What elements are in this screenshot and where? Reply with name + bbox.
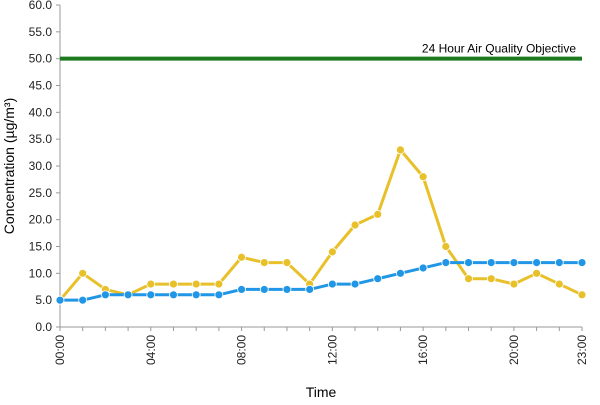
series-2-point	[55, 295, 65, 305]
series-line-1	[58, 148, 584, 302]
series-1-point	[464, 274, 473, 284]
series-1-point	[78, 268, 88, 278]
series-2-point	[305, 285, 315, 294]
y-tick-label: 25.0	[29, 186, 53, 200]
series-1-point	[577, 290, 587, 300]
series-2-point	[464, 258, 473, 268]
series-2-point	[554, 258, 564, 268]
y-tick-label: 45.0	[29, 79, 53, 93]
x-tick-label: 08:00	[235, 335, 249, 365]
series-2-point	[214, 290, 224, 300]
y-axis-title: Concentration (µg/m³)	[1, 98, 17, 234]
x-tick-label: 00:00	[53, 335, 67, 365]
series-2-point	[509, 258, 519, 268]
series-1-point	[237, 252, 246, 262]
objective-label: 24 Hour Air Quality Objective	[422, 42, 576, 56]
y-tick-label: 35.0	[29, 132, 53, 146]
series-2-point	[100, 290, 110, 300]
y-axis: 0.0 5.0 10.0 15.0 20.0 25.0 30.0 35.0 40.0 45.0 50…	[29, 0, 61, 334]
series-2-point	[169, 290, 178, 300]
x-axis: 00:00 04:00 08:00 12:00 16:00 20:00 23:00	[53, 326, 589, 365]
series-2-point	[259, 285, 269, 294]
x-axis-title: Time	[306, 384, 337, 400]
y-tick-label: 60.0	[29, 0, 53, 12]
y-tick-label: 15.0	[29, 240, 53, 254]
series-2-point	[237, 285, 246, 294]
y-tick-label: 5.0	[35, 293, 52, 307]
series-1-point	[373, 209, 383, 219]
series-2-point	[486, 258, 496, 268]
series-1-point	[532, 268, 542, 278]
series-1-point	[191, 279, 201, 289]
series-1-point	[259, 258, 269, 268]
series-2-point	[78, 295, 88, 305]
series-1-point	[396, 145, 405, 155]
series-1-point	[486, 274, 496, 284]
series-2-point	[123, 290, 133, 300]
series-2-point	[191, 290, 201, 300]
series-1-point	[282, 258, 292, 268]
y-tick-label: 30.0	[29, 159, 53, 173]
y-tick-label: 0.0	[35, 320, 52, 334]
series-group	[55, 145, 587, 305]
x-tick-label: 04:00	[144, 335, 158, 365]
y-tick-label: 50.0	[29, 52, 53, 66]
x-tick-label: 23:00	[575, 335, 589, 365]
series-1-point	[350, 220, 360, 230]
series-2-point	[350, 279, 360, 289]
series-1-point	[418, 172, 428, 182]
y-tick-label: 55.0	[29, 25, 53, 39]
series-2-point	[396, 268, 405, 278]
series-1-point	[441, 242, 451, 251]
series-1-point	[214, 279, 224, 289]
series-2-point	[373, 274, 383, 284]
series-2-point	[418, 263, 428, 273]
x-tick-label: 20:00	[507, 335, 521, 365]
series-1-point	[146, 279, 156, 289]
series-2-point	[146, 290, 156, 300]
objective-line-group: 24 Hour Air Quality Objective	[60, 42, 582, 61]
y-tick-label: 20.0	[29, 213, 53, 227]
series-1-point	[169, 279, 178, 289]
series-1-point	[509, 279, 519, 289]
y-tick-label: 10.0	[29, 266, 53, 280]
series-2-point	[532, 258, 542, 268]
x-tick-label: 12:00	[325, 335, 339, 365]
series-2-point	[327, 279, 337, 289]
series-1-point	[327, 247, 337, 257]
x-tick-label: 16:00	[416, 335, 430, 365]
series-1-point	[554, 279, 564, 289]
series-2-point	[282, 285, 292, 294]
y-tick-label: 40.0	[29, 105, 53, 119]
series-2-point	[441, 258, 451, 268]
series-2-point	[577, 258, 587, 268]
